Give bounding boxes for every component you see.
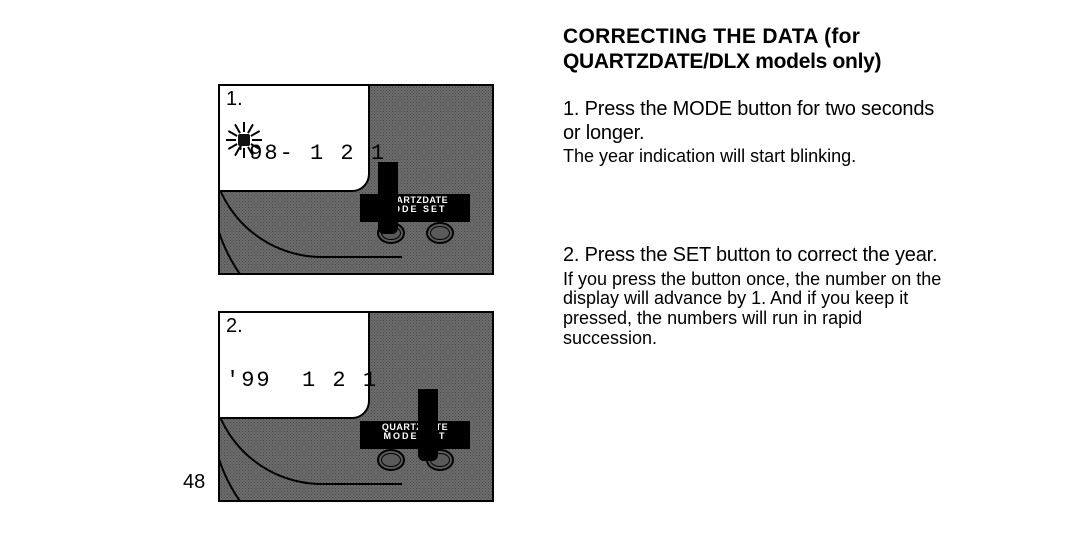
- title-line-2: QUARTZDATE/DLX models only): [563, 50, 943, 75]
- text-column: CORRECTING THE DATA (for QUARTZDATE/DLX …: [563, 25, 943, 383]
- label-strip: QUARTZDATE MODE SET: [360, 194, 470, 222]
- set-button: [426, 222, 454, 244]
- blink-burst-icon: [224, 120, 264, 160]
- title-line-1: CORRECTING THE DATA (for: [563, 25, 943, 50]
- step-2-num: 2.: [563, 244, 579, 266]
- panel-number: 2.: [226, 315, 243, 338]
- label-strip: QUARTZDATE MODE SET: [360, 421, 470, 449]
- step-1-main: 1. Press the MODE button for two seconds…: [563, 97, 943, 146]
- step-2: 2. Press the SET button to correct the y…: [563, 243, 943, 349]
- step-1-text: Press the MODE button for two seconds or…: [563, 98, 934, 144]
- manual-page: QUARTZDATE MODE SET '98- 1 2 1 1.: [0, 0, 1080, 519]
- label-line-2: MODE SET: [360, 205, 470, 214]
- finger-press-indicator: [418, 389, 438, 451]
- section-title: CORRECTING THE DATA (for QUARTZDATE/DLX …: [563, 25, 943, 75]
- illustration-column: QUARTZDATE MODE SET '98- 1 2 1 1.: [218, 84, 490, 538]
- button-row: [366, 449, 464, 471]
- illustration-panel-1: QUARTZDATE MODE SET '98- 1 2 1 1.: [218, 84, 494, 275]
- illustration-panel-2: QUARTZDATE MODE SET '99 1 2 1 2.: [218, 311, 494, 502]
- step-2-text: Press the SET button to correct the year…: [585, 244, 938, 266]
- step-1-num: 1.: [563, 98, 579, 120]
- step-2-main: 2. Press the SET button to correct the y…: [563, 243, 943, 267]
- step-2-sub: If you press the button once, the number…: [563, 270, 943, 349]
- finger-press-indicator: [378, 162, 398, 224]
- page-number: 48: [183, 471, 205, 494]
- step-1-sub: The year indication will start blinking.: [563, 147, 943, 167]
- label-line-2: MODE SET: [360, 432, 470, 441]
- mode-button: [377, 449, 405, 471]
- lcd-readout: '99 1 2 1: [226, 368, 378, 393]
- panel-number: 1.: [226, 88, 243, 111]
- step-1: 1. Press the MODE button for two seconds…: [563, 97, 943, 168]
